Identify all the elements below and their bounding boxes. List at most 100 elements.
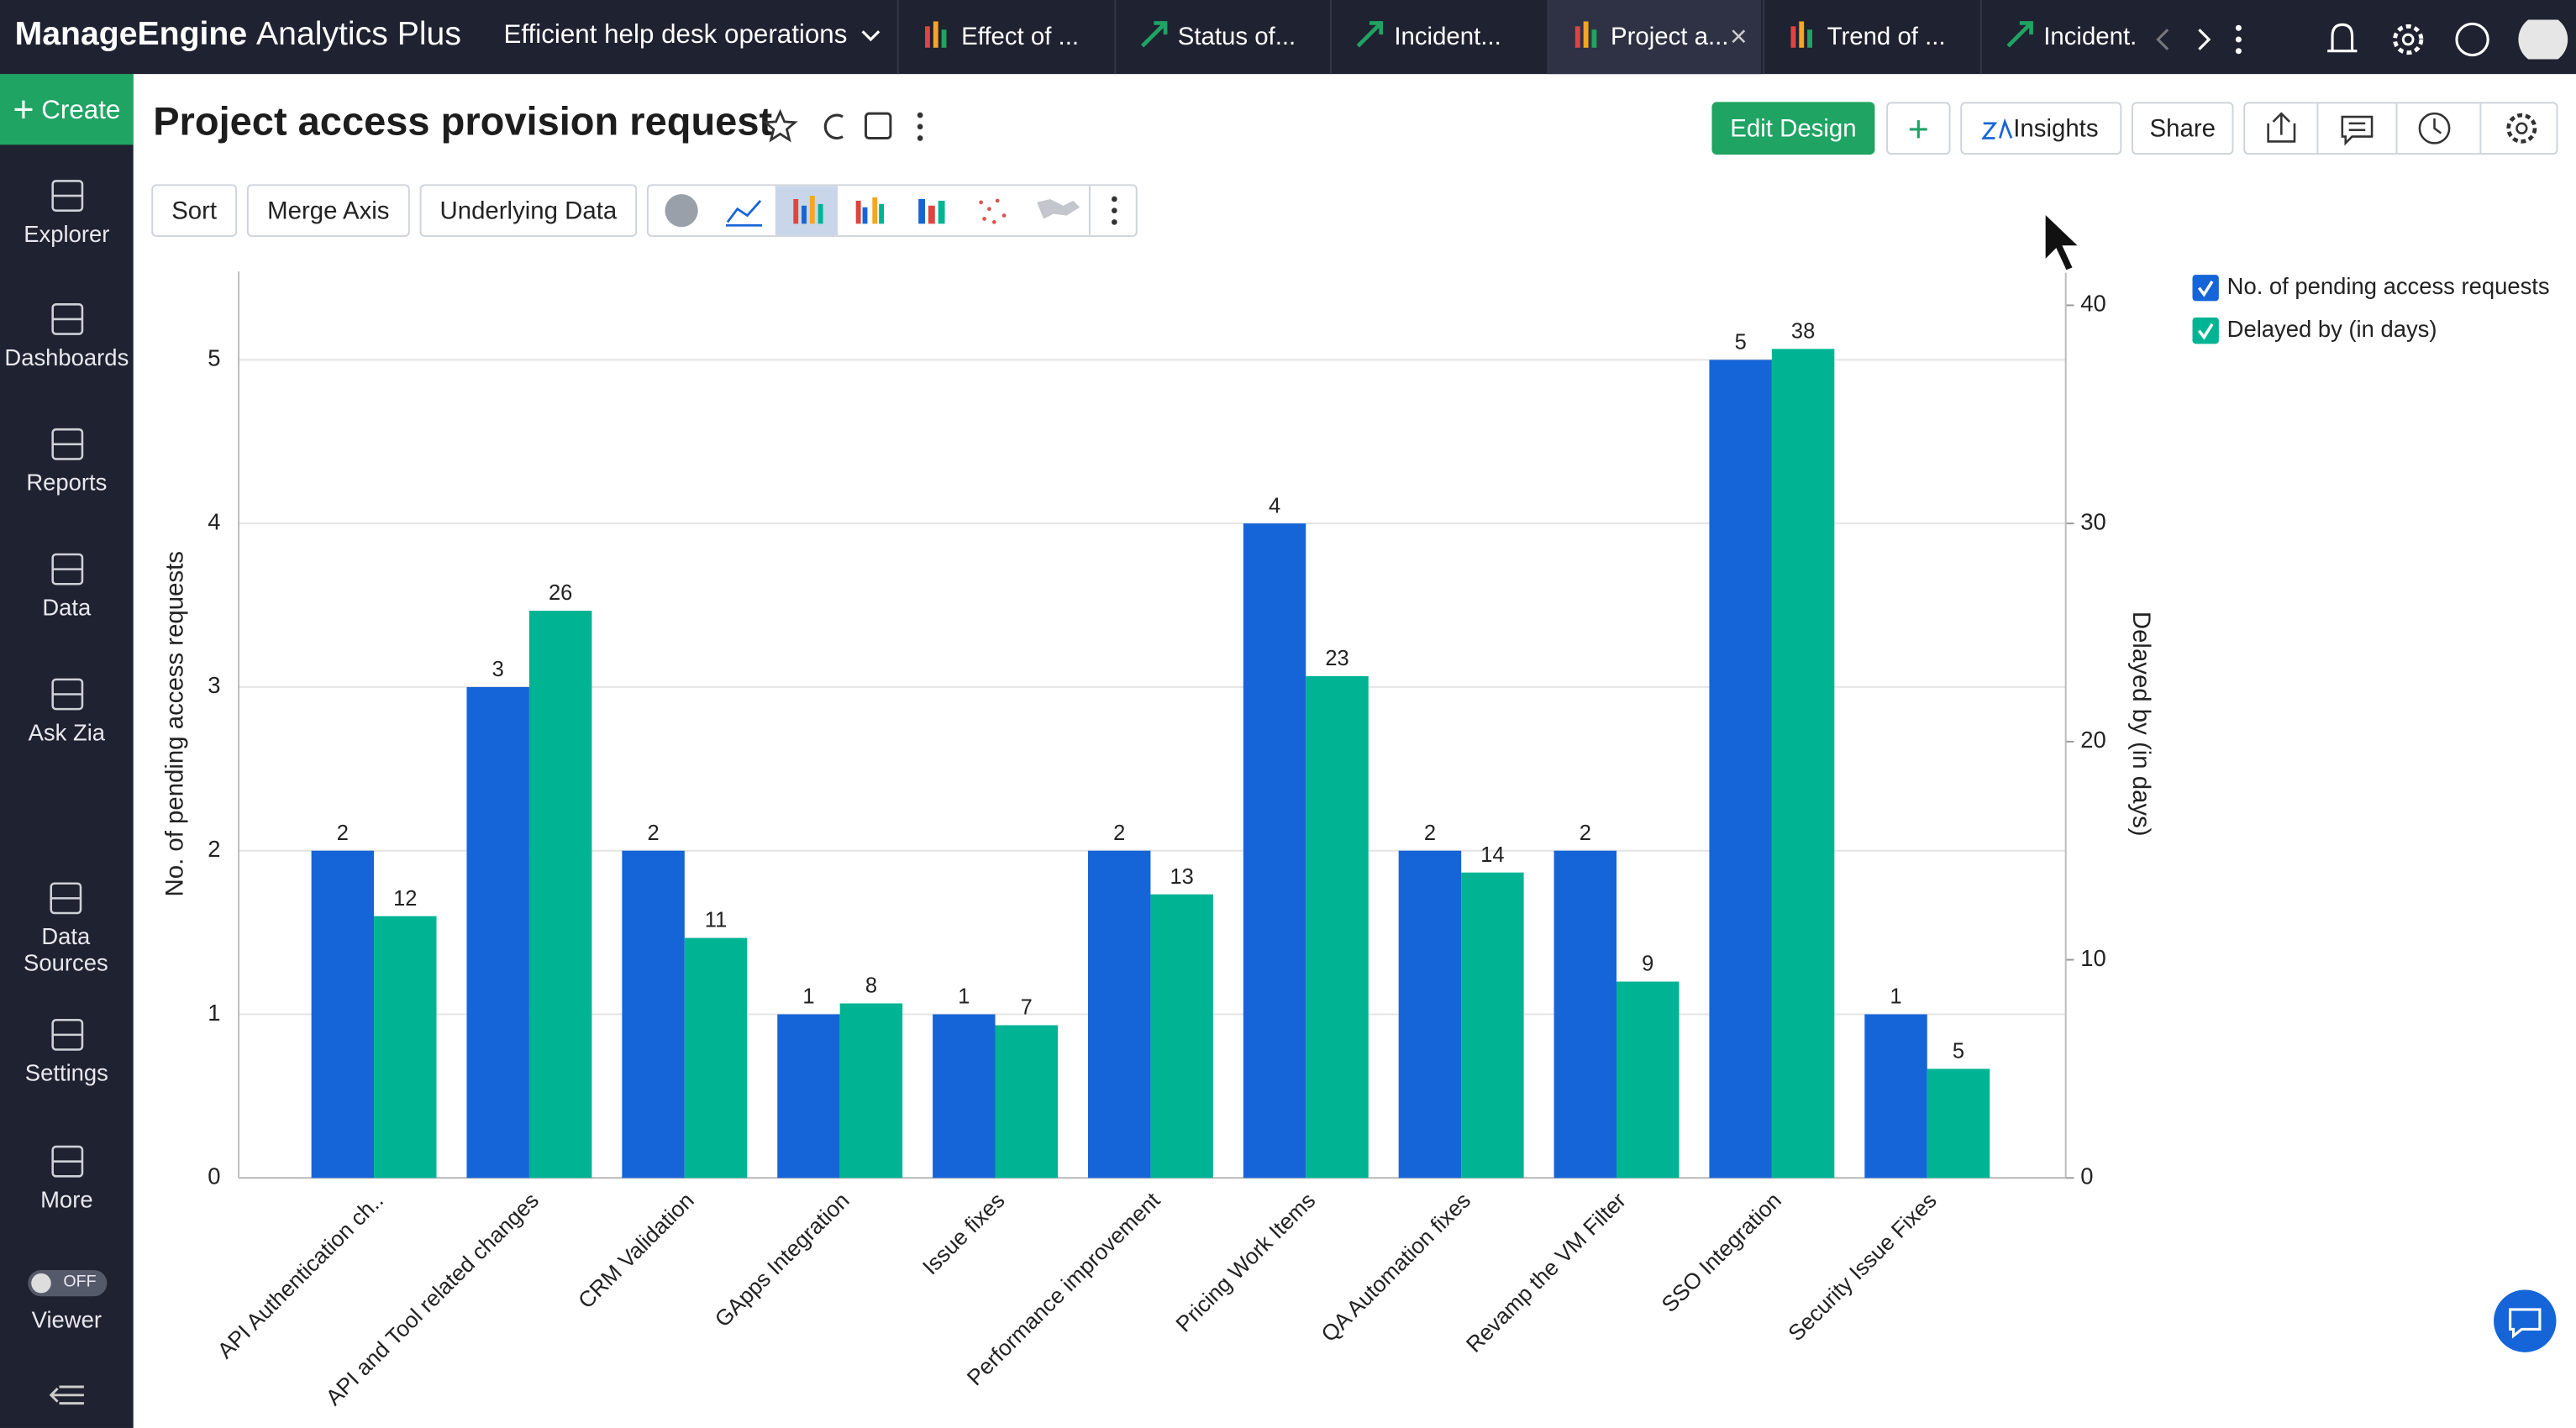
legend-check bbox=[2197, 323, 2214, 340]
zia-icon bbox=[1981, 118, 2013, 139]
tab-close[interactable]: × bbox=[1729, 19, 1748, 53]
pie-type[interactable] bbox=[665, 194, 698, 228]
gear-icon[interactable] bbox=[2393, 24, 2424, 55]
tab[interactable]: Trend of ... bbox=[1763, 0, 1977, 75]
edit-design-button[interactable]: Edit Design bbox=[1711, 102, 1875, 155]
value-label: 4 bbox=[1269, 494, 1280, 517]
more-types[interactable] bbox=[1111, 196, 1117, 225]
y-tick-label: 3 bbox=[208, 672, 220, 698]
tab[interactable]: Project a... × bbox=[1546, 0, 1761, 75]
collapse-icon[interactable] bbox=[49, 1382, 86, 1408]
refresh-icon[interactable] bbox=[823, 113, 844, 140]
sidebar-icon bbox=[50, 553, 83, 585]
sort-button[interactable]: Sort bbox=[151, 184, 238, 238]
help-icon[interactable] bbox=[2455, 22, 2489, 57]
icon-part bbox=[1356, 21, 1384, 48]
grouped-bar-type[interactable] bbox=[855, 197, 885, 224]
icon-part bbox=[1574, 26, 1580, 48]
top-icons bbox=[2156, 19, 2568, 60]
avatar[interactable] bbox=[2518, 19, 2568, 60]
merge-axis-button[interactable]: Merge Axis bbox=[246, 184, 410, 238]
bar bbox=[1087, 850, 1151, 1179]
sidebar-icon bbox=[50, 1018, 83, 1051]
sidebar-label: Data bbox=[42, 594, 92, 621]
create-button[interactable]: + Create bbox=[0, 74, 134, 145]
workspace-name: Efficient help desk operations bbox=[503, 21, 848, 50]
bar bbox=[1864, 1014, 1927, 1179]
prev-icon[interactable] bbox=[2156, 29, 2169, 50]
bar-type-selected[interactable] bbox=[775, 186, 839, 236]
sidebar: + Create Explorer Dashboards Reports Data As… bbox=[0, 74, 134, 1428]
tab[interactable]: Effect of ... bbox=[896, 0, 1112, 75]
icon-part bbox=[1790, 26, 1796, 48]
export-icon[interactable] bbox=[2267, 112, 2296, 143]
action-group bbox=[2243, 102, 2558, 155]
scatter-type[interactable] bbox=[979, 198, 1007, 224]
bar bbox=[622, 850, 685, 1179]
sidebar-item[interactable]: Data bbox=[0, 551, 134, 620]
more-icon[interactable] bbox=[917, 112, 923, 141]
title-actions bbox=[762, 108, 923, 143]
sidebar-item[interactable]: Explorer bbox=[0, 178, 134, 247]
create-label: Create bbox=[41, 97, 121, 125]
sidebar-item[interactable]: Settings bbox=[0, 1016, 134, 1086]
sidebar-item[interactable]: Reports bbox=[0, 426, 134, 496]
workspace-switcher[interactable]: Efficient help desk operations bbox=[503, 21, 881, 50]
toggle-switch[interactable]: OFF bbox=[27, 1269, 107, 1297]
sidebar-label: Ask Zia bbox=[28, 718, 106, 746]
action-icons bbox=[2267, 103, 2537, 154]
insights-label: Insights bbox=[2013, 115, 2099, 144]
chat-button[interactable] bbox=[2492, 1289, 2558, 1354]
favorite-icon[interactable] bbox=[762, 108, 798, 143]
icon-part bbox=[941, 29, 947, 48]
sidebar-item[interactable]: Data Sources bbox=[17, 880, 116, 975]
y2-axis-title: Delayed by (in days) bbox=[2127, 612, 2155, 837]
underlying-data-button[interactable]: Underlying Data bbox=[419, 184, 638, 238]
chart-type-picker bbox=[646, 184, 1138, 238]
product-name: Analytics Plus bbox=[256, 16, 461, 53]
top-bar: ManageEngine Analytics Plus Efficient he… bbox=[0, 0, 2576, 75]
tab[interactable]: Incident... bbox=[1329, 0, 1544, 75]
tab-icon bbox=[1574, 21, 1596, 48]
sidebar-label: More bbox=[40, 1186, 93, 1213]
sidebar-item[interactable]: Ask Zia bbox=[0, 676, 134, 745]
legend-label: Delayed by (in days) bbox=[2227, 316, 2437, 342]
tab-icon bbox=[1139, 21, 1167, 48]
settings-icon[interactable] bbox=[2506, 113, 2537, 144]
more-icon[interactable] bbox=[2235, 24, 2242, 55]
sidebar-item[interactable]: Dashboards bbox=[0, 301, 134, 370]
schedule-icon[interactable] bbox=[2418, 112, 2451, 144]
sidebar-icon bbox=[50, 428, 83, 460]
bar bbox=[311, 850, 375, 1179]
tab[interactable]: Status of... bbox=[1113, 0, 1327, 75]
sidebar-icon bbox=[50, 180, 83, 212]
value-label: 11 bbox=[705, 909, 727, 932]
value-label: 14 bbox=[1480, 843, 1504, 867]
value-label: 3 bbox=[492, 658, 504, 681]
tab-label: Project a... bbox=[1610, 23, 1729, 51]
bell-icon[interactable] bbox=[2327, 23, 2358, 53]
brand[interactable]: ManageEngine Analytics Plus bbox=[15, 17, 461, 55]
y2-tick-label: 40 bbox=[2080, 291, 2105, 317]
tab-icon bbox=[925, 21, 947, 48]
bar bbox=[1617, 981, 1680, 1179]
y2-tick-label: 0 bbox=[2080, 1163, 2093, 1189]
map-type[interactable] bbox=[1037, 198, 1080, 219]
tab[interactable]: Incident. bbox=[1979, 0, 2194, 75]
save-icon[interactable] bbox=[865, 112, 892, 139]
add-button[interactable]: + bbox=[1886, 102, 1951, 155]
insights-button[interactable]: Insights bbox=[1960, 102, 2122, 155]
stacked-bar-type[interactable] bbox=[918, 198, 945, 224]
next-icon[interactable] bbox=[2198, 29, 2211, 50]
comment-icon[interactable] bbox=[2341, 115, 2374, 146]
icon-part bbox=[1582, 21, 1588, 48]
sidebar-item[interactable]: More bbox=[0, 1143, 134, 1212]
bar bbox=[1771, 349, 1835, 1179]
viewer-toggle[interactable]: OFF Viewer bbox=[0, 1269, 134, 1332]
y-tick-label: 1 bbox=[208, 1000, 220, 1026]
value-label: 2 bbox=[648, 822, 660, 845]
line-type[interactable] bbox=[725, 200, 763, 227]
share-button[interactable]: Share bbox=[2132, 102, 2234, 155]
